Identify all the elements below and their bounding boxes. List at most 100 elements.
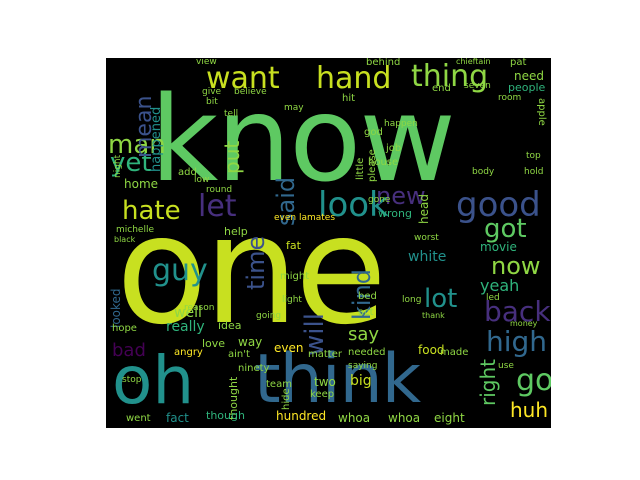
word-time: time: [242, 235, 270, 290]
word-lot: lot: [424, 284, 458, 314]
word-end: end: [432, 83, 451, 94]
word-money: money: [510, 319, 538, 328]
word-seven: seven: [464, 81, 491, 91]
word-worst: worst: [414, 233, 439, 243]
word-oh: oh: [112, 342, 195, 419]
word-good: good: [456, 185, 541, 225]
word-hit: hit: [342, 93, 356, 104]
word-long: long: [402, 295, 422, 305]
word-happened: happened: [149, 106, 164, 172]
word-hand: hand: [316, 61, 392, 96]
word-hate: hate: [122, 196, 181, 226]
word-let: let: [198, 189, 237, 224]
word-whoa: whoa: [338, 411, 371, 425]
word-saying: saying: [348, 361, 378, 371]
word-put: put: [220, 140, 244, 174]
word-black: black: [114, 235, 136, 244]
word-angry: angry: [174, 347, 203, 358]
word-job: job: [386, 143, 402, 154]
word-add: add: [178, 167, 197, 178]
word-want: want: [206, 61, 280, 96]
word-led: led: [486, 293, 500, 303]
word-though: though: [206, 409, 245, 422]
word-now: now: [491, 252, 541, 280]
word-god: god: [364, 127, 383, 138]
word-idea: idea: [218, 319, 242, 332]
word-thing: thing: [411, 59, 489, 94]
word-whoa-2: whoa: [388, 411, 421, 425]
word-white: white: [408, 249, 447, 265]
word-one: one: [116, 184, 387, 358]
word-hope: hope: [112, 323, 137, 334]
word-made: made: [440, 347, 469, 358]
word-people: people: [508, 81, 546, 94]
word-tell: tell: [224, 109, 239, 119]
word-head: head: [417, 194, 431, 224]
word-keep: keep: [310, 389, 335, 400]
word-chieftain: chieftain: [456, 58, 491, 66]
word-believe: believe: [234, 87, 267, 97]
word-act: act: [358, 307, 374, 318]
word-reason: reason: [184, 303, 215, 313]
word-light: light: [282, 295, 302, 305]
word-yeah: yeah: [480, 276, 520, 295]
word-way: way: [238, 335, 263, 349]
word-big: big: [350, 373, 372, 389]
word-behind: behind: [366, 58, 401, 68]
word-eight: eight: [434, 411, 465, 425]
word-even-lamates: even lamates: [274, 213, 336, 223]
word-going: going: [256, 311, 282, 321]
word-apple: apple: [536, 98, 547, 126]
word-night: michelle: [116, 225, 154, 235]
word-top: top: [526, 151, 541, 161]
word-needed: needed: [348, 347, 386, 358]
word-matter: matter: [308, 349, 342, 360]
word-ninety: ninety: [238, 363, 270, 374]
word-got: got: [484, 214, 527, 244]
word-bad: bad: [112, 340, 146, 361]
word-even: even: [274, 341, 304, 355]
word-two: two: [314, 375, 336, 389]
word-high: high: [486, 325, 548, 358]
word-say: say: [348, 324, 380, 345]
word-hundred: hundred: [276, 409, 327, 423]
word-team: team: [266, 379, 292, 390]
word-think: think: [254, 340, 421, 419]
word-right: right: [476, 359, 500, 406]
word-help: help: [224, 225, 248, 238]
word-room: room: [498, 93, 522, 103]
word-stop: stop: [122, 375, 142, 385]
word-cloud: know one oh think want hand thing look g…: [106, 58, 551, 428]
word-little: little: [355, 157, 366, 180]
word-fat: fat: [286, 239, 301, 252]
word-home: home: [124, 177, 159, 191]
word-man: man: [108, 130, 166, 160]
word-use: use: [498, 361, 514, 371]
word-yet: yet: [110, 148, 152, 178]
word-new: new: [376, 182, 426, 210]
word-might: might: [280, 271, 310, 282]
word-go: go: [516, 363, 551, 398]
word-went: went: [126, 413, 151, 424]
word-huh: huh: [510, 398, 549, 422]
word-well: well: [174, 305, 202, 321]
word-may: may: [284, 103, 304, 113]
word-look: look: [318, 185, 389, 225]
word-hide: hide: [281, 388, 292, 410]
word-thank: thank: [422, 311, 445, 320]
word-aint: ain't: [228, 349, 250, 360]
word-know: know: [150, 70, 456, 208]
word-gone: gone: [368, 195, 391, 205]
word-view: view: [196, 58, 217, 67]
word-wrong: wrong: [378, 207, 412, 220]
word-movie: movie: [480, 240, 517, 254]
word-guy: guy: [152, 253, 208, 288]
word-back: back: [484, 295, 551, 328]
word-pat: pat: [510, 58, 527, 68]
word-body: body: [472, 167, 495, 177]
word-round: round: [206, 185, 233, 195]
word-need: need: [514, 69, 544, 83]
word-fact: fact: [166, 411, 189, 425]
word-happen: happen: [384, 119, 418, 129]
word-really: really: [166, 319, 205, 335]
